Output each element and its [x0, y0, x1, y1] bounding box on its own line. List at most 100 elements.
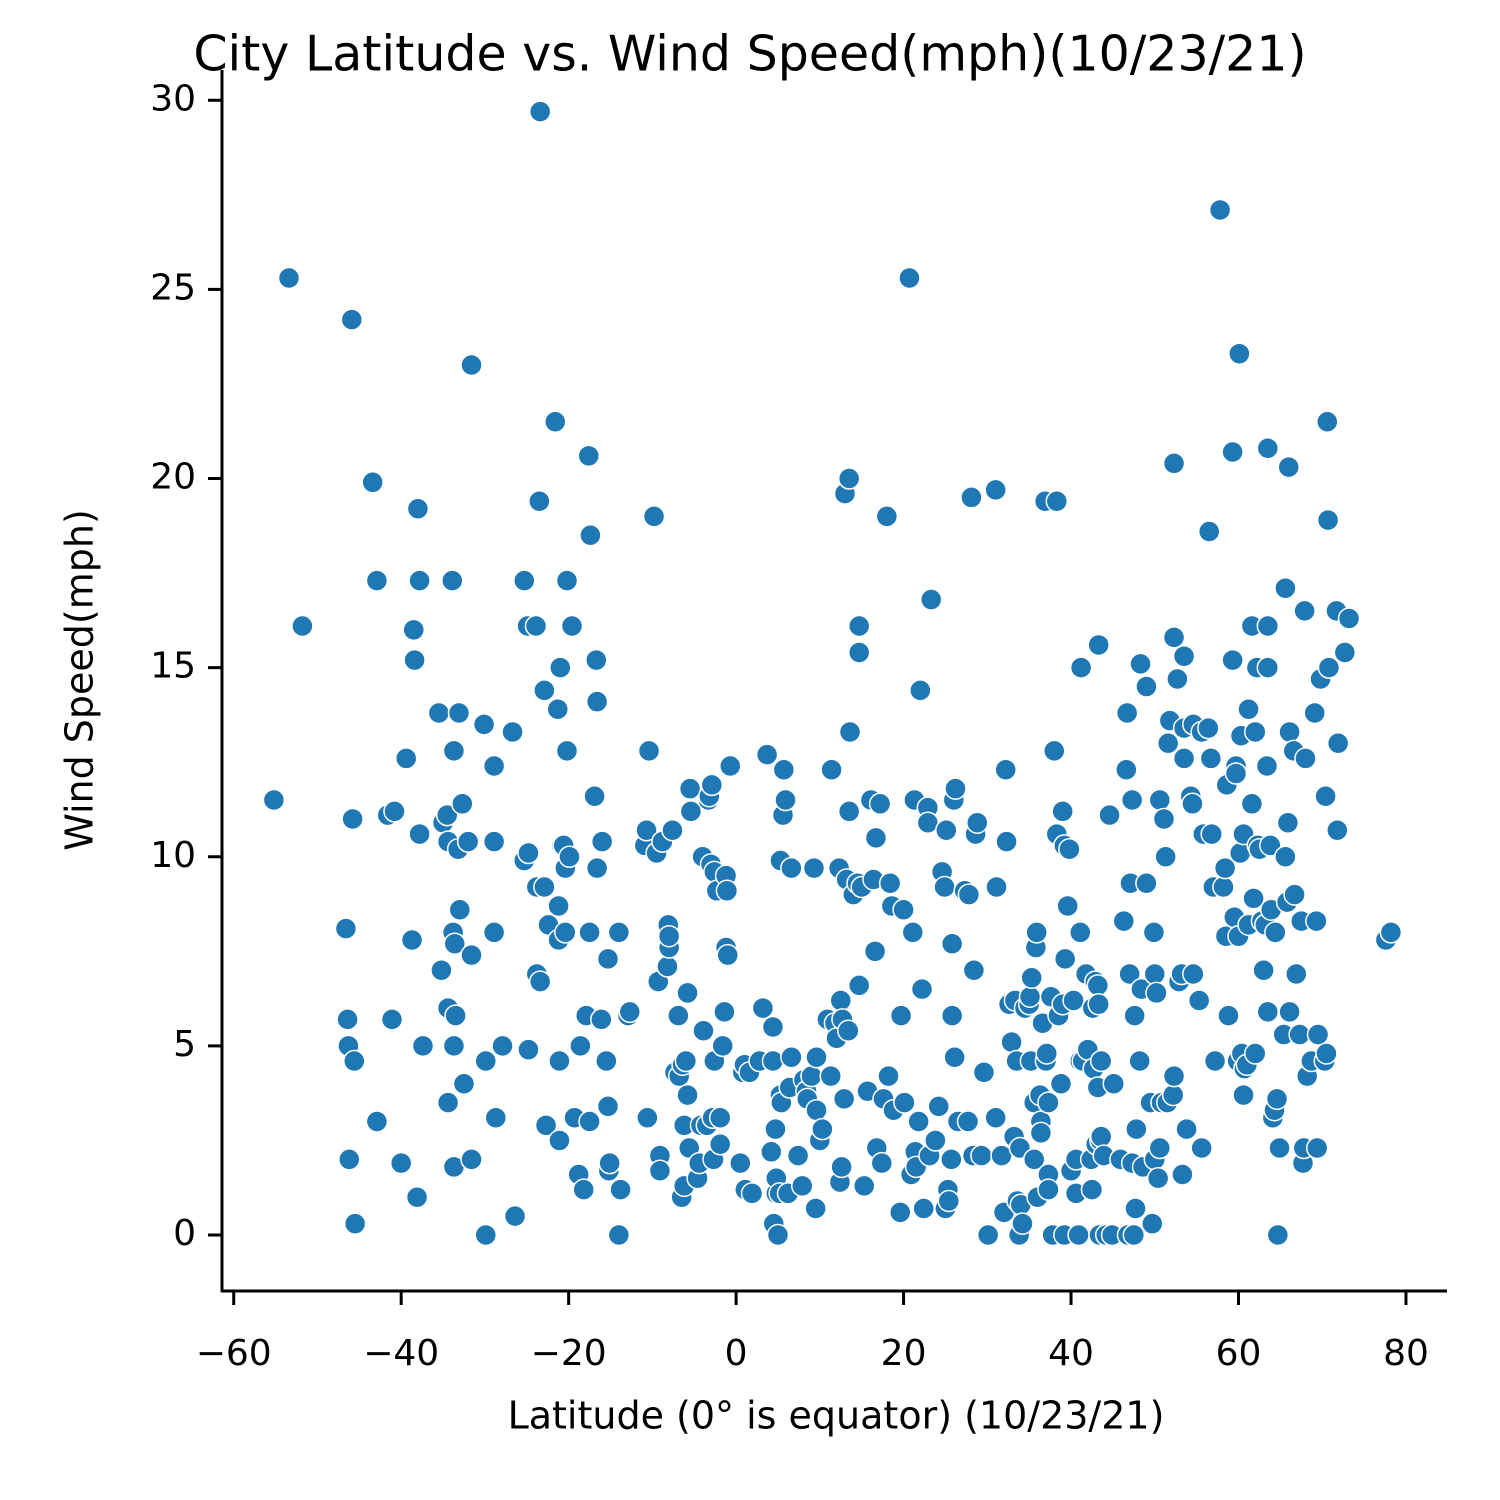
point: [766, 1223, 790, 1247]
y-tick-label: 25: [150, 267, 196, 308]
point: [1018, 985, 1042, 1008]
point: [780, 856, 803, 880]
point: [940, 932, 964, 956]
point: [729, 1151, 752, 1175]
point: [1255, 754, 1279, 778]
x-tick-label: 80: [1383, 1333, 1429, 1374]
point: [1317, 656, 1341, 679]
point: [1237, 697, 1260, 721]
point: [940, 1148, 963, 1171]
point: [609, 1178, 632, 1201]
point: [456, 830, 480, 853]
point: [1314, 784, 1337, 808]
point: [1305, 909, 1328, 933]
point: [764, 1117, 787, 1141]
point: [1022, 1148, 1046, 1171]
point: [472, 713, 496, 736]
point: [820, 758, 843, 782]
chart-title: City Latitude vs. Wind Speed(mph)(10/23/…: [193, 26, 1306, 83]
point: [1124, 1197, 1147, 1220]
point: [774, 788, 797, 812]
point: [868, 792, 892, 816]
point: [1087, 633, 1110, 657]
point: [898, 266, 921, 290]
point: [893, 1091, 916, 1114]
point: [262, 788, 286, 812]
y-tick-label: 10: [150, 835, 196, 876]
point: [534, 1114, 558, 1137]
point: [579, 524, 602, 547]
point: [1056, 894, 1079, 918]
point: [1037, 1091, 1060, 1114]
point: [1049, 1072, 1073, 1095]
y-tick-label: 0: [173, 1213, 196, 1254]
point: [1244, 1042, 1267, 1065]
point: [1379, 921, 1403, 944]
point: [802, 856, 826, 880]
point: [406, 497, 430, 521]
point: [524, 614, 548, 638]
point: [1277, 455, 1300, 479]
point: [1000, 1030, 1023, 1054]
point: [956, 1110, 980, 1133]
point: [819, 1064, 842, 1088]
point: [912, 1197, 935, 1220]
point: [1089, 1125, 1113, 1148]
point: [700, 773, 724, 797]
point: [585, 856, 609, 880]
point: [1175, 1117, 1198, 1141]
point: [1256, 1000, 1280, 1024]
point: [460, 1148, 483, 1171]
point: [1112, 909, 1136, 933]
x-tick-label: −60: [196, 1333, 272, 1374]
point: [877, 1064, 900, 1088]
point: [667, 1004, 690, 1027]
point: [389, 1151, 413, 1175]
point: [491, 1034, 514, 1058]
point: [1256, 656, 1280, 679]
point: [474, 1223, 498, 1247]
point: [590, 830, 614, 853]
point: [1154, 845, 1177, 869]
point: [661, 819, 684, 842]
point: [578, 921, 601, 944]
point: [805, 1045, 828, 1069]
point: [1037, 1178, 1060, 1201]
point: [277, 266, 301, 290]
point: [400, 928, 424, 952]
x-tick-label: 60: [1216, 1333, 1262, 1374]
point: [577, 444, 600, 468]
point: [1171, 1163, 1194, 1186]
point: [1146, 1167, 1170, 1190]
point: [1268, 1136, 1291, 1160]
point: [548, 1129, 571, 1152]
point: [569, 1034, 592, 1058]
point: [1278, 720, 1301, 744]
point: [1240, 792, 1264, 816]
point: [984, 1106, 1007, 1130]
point: [460, 353, 483, 377]
point: [533, 875, 556, 899]
point: [674, 1049, 698, 1073]
point: [984, 478, 1007, 502]
point: [554, 921, 577, 944]
point: [657, 924, 681, 948]
point: [405, 1185, 429, 1209]
point: [394, 747, 418, 770]
point: [847, 641, 871, 664]
point: [336, 1008, 359, 1031]
point: [427, 701, 451, 725]
point: [1069, 921, 1092, 944]
point: [780, 1045, 803, 1069]
point: [692, 1019, 715, 1043]
plot-area: [262, 100, 1403, 1247]
point: [985, 875, 1008, 899]
point: [482, 921, 506, 944]
point: [1199, 747, 1223, 770]
point: [442, 739, 466, 763]
point: [1102, 1072, 1125, 1095]
point: [1265, 1087, 1289, 1111]
point: [1256, 437, 1280, 460]
point: [976, 1223, 1000, 1247]
